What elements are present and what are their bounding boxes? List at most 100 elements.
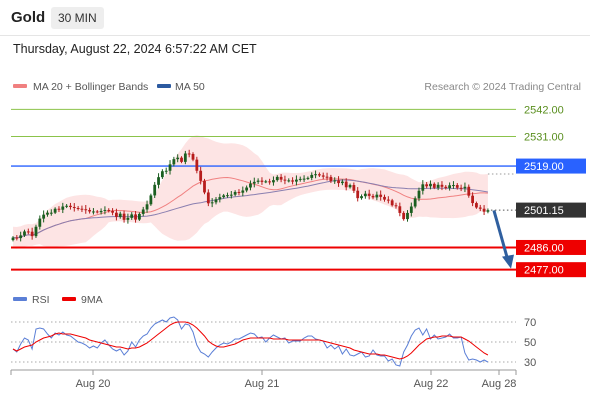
candle-body (291, 180, 294, 182)
watermark: Research © 2024 Trading Central (424, 81, 581, 93)
candle-body (298, 178, 302, 180)
candle-body (310, 174, 314, 178)
candle-body (302, 178, 306, 180)
candle-body (210, 202, 214, 204)
level-tag-2477.00 (516, 262, 586, 278)
candle-body (30, 231, 34, 237)
candle-body (34, 226, 38, 237)
candle-body (440, 184, 444, 187)
candle-body (80, 208, 84, 210)
candle-body (149, 195, 153, 205)
forecast-arrow-head (502, 254, 514, 269)
candle-body (26, 231, 30, 233)
candle-body (340, 181, 344, 184)
candle-body (11, 237, 15, 241)
candle-body (187, 153, 191, 155)
candle-body (226, 195, 229, 197)
candle-body (455, 185, 459, 188)
candle-body (157, 177, 160, 185)
candle-body (130, 214, 134, 218)
candle-body (348, 185, 352, 188)
candle-body (126, 217, 130, 220)
candle-body (249, 183, 252, 188)
rsi-ma-line (12, 321, 489, 360)
bollinger-bands (13, 135, 488, 249)
candle-body (352, 185, 356, 191)
candle-body (76, 208, 80, 209)
price-levels (11, 108, 586, 271)
candle-body (279, 176, 283, 180)
level-tags: 2542.00 2531.00 2519.00 2486.00 2477.00 2501.… (490, 104, 586, 278)
candle-body (306, 177, 310, 179)
candle-body (287, 180, 291, 182)
level-tag-2519.00 (516, 158, 586, 174)
rsi-tick-50: 50 (524, 337, 536, 349)
candle-body (375, 194, 379, 198)
candle-body (398, 206, 402, 213)
candle-body (195, 159, 199, 171)
candle-body (448, 185, 452, 189)
candle-body (482, 208, 486, 212)
candle-body (360, 196, 363, 199)
candle-body (53, 208, 57, 213)
candle-body (318, 174, 321, 176)
candle-body (272, 180, 275, 183)
candle-body (99, 210, 103, 213)
candle-body (486, 210, 490, 212)
ma50-line (12, 179, 488, 239)
candle-body (429, 183, 432, 187)
candle-body (256, 180, 260, 182)
candle-body (69, 205, 72, 208)
candle-body (337, 180, 340, 184)
candle-body (118, 213, 122, 217)
time-tick-label: Aug 20 (76, 378, 111, 390)
timeframe-badge[interactable]: 30 MIN (51, 7, 104, 29)
candle-body (103, 209, 107, 211)
time-tick-label: Aug 22 (414, 378, 449, 390)
candle-body (164, 170, 168, 172)
candle-body (417, 190, 421, 199)
rsi-line (12, 316, 489, 367)
candle-body (183, 153, 187, 162)
candle-body (42, 214, 46, 219)
legend-label-ma50: MA 50 (175, 81, 205, 93)
candle-body (314, 174, 317, 176)
candle-body (325, 176, 329, 178)
candle-body (436, 184, 440, 188)
candle-body (199, 170, 203, 181)
level-label-2531.00: 2531.00 (524, 131, 564, 143)
header-divider (0, 35, 590, 36)
candle-body (467, 186, 471, 196)
candle-body (475, 203, 478, 208)
candle-body (394, 205, 398, 207)
legend-swatch-bollinger (13, 84, 27, 88)
candle-body (252, 181, 256, 184)
candle-body (172, 159, 176, 165)
candle-body (61, 206, 65, 210)
candle-body (409, 206, 413, 213)
candle-body (115, 212, 118, 217)
candle-body (379, 194, 383, 197)
candle-body (134, 214, 137, 220)
candle-body (203, 180, 206, 193)
candle-body (268, 181, 272, 183)
last-price-tag (516, 202, 586, 218)
candle-body (49, 212, 53, 214)
candle-body (95, 211, 99, 213)
candle-body (218, 197, 222, 200)
candle-body (283, 179, 287, 181)
candle-body (245, 187, 249, 191)
forecast-arrow (492, 210, 514, 269)
candle-body (452, 185, 455, 187)
candle-body (413, 198, 417, 207)
candle-body (88, 209, 91, 212)
candle-body (180, 157, 183, 162)
candle-body (275, 176, 279, 181)
legend-label-rsi: RSI (32, 294, 50, 306)
candle-body (72, 207, 76, 209)
candle-body (176, 157, 180, 160)
candle-body (214, 199, 218, 203)
candle-body (122, 213, 126, 220)
candle-body (371, 195, 375, 198)
